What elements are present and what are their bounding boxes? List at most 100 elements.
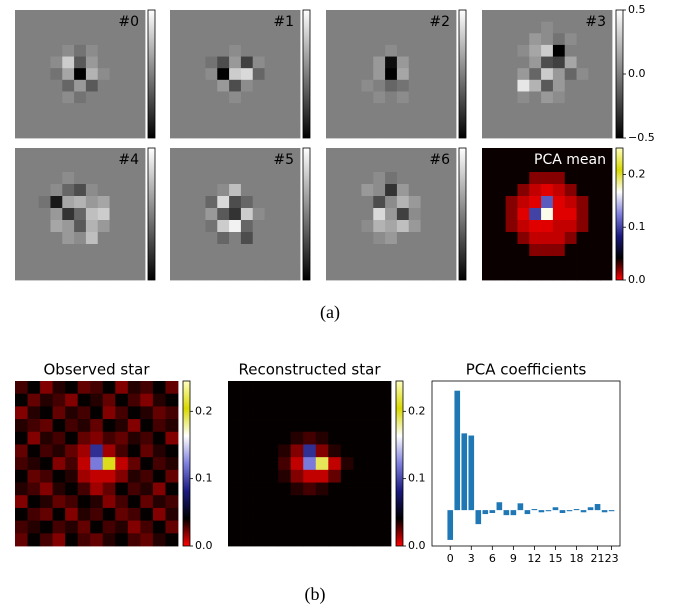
pixel xyxy=(353,406,366,419)
pixel xyxy=(326,33,338,45)
pixel xyxy=(338,57,350,69)
pixel xyxy=(40,495,53,508)
pixel xyxy=(588,33,600,45)
pixel xyxy=(98,172,110,184)
pixel xyxy=(397,45,409,57)
pixel xyxy=(588,220,600,232)
pixel xyxy=(27,184,39,196)
pixel xyxy=(115,381,128,394)
pixel xyxy=(397,148,409,160)
pixel xyxy=(205,68,217,80)
pixel xyxy=(328,483,341,496)
pixel xyxy=(65,432,78,445)
pixel xyxy=(40,381,53,394)
pixel xyxy=(194,160,206,172)
pixel xyxy=(588,115,600,127)
pixel xyxy=(350,68,362,80)
pixel xyxy=(27,33,39,45)
pixel xyxy=(165,381,178,394)
pixel xyxy=(577,115,589,127)
pixel xyxy=(385,172,397,184)
pixel xyxy=(361,91,373,103)
pixel xyxy=(228,521,241,534)
pixel xyxy=(341,406,354,419)
pixel xyxy=(241,256,253,268)
pixel xyxy=(338,103,350,115)
pixel xyxy=(316,521,329,534)
pixel xyxy=(373,208,385,220)
pixel xyxy=(182,160,194,172)
pixel xyxy=(133,196,145,208)
pixel xyxy=(373,256,385,268)
pixel xyxy=(140,508,153,521)
pixel xyxy=(194,10,206,22)
pixel xyxy=(28,483,41,496)
pixel xyxy=(241,115,253,127)
pixel xyxy=(241,184,253,196)
pixel xyxy=(482,68,494,80)
pixel xyxy=(529,232,541,244)
pixel xyxy=(217,126,229,138)
pixel xyxy=(253,470,266,483)
pixel xyxy=(110,80,122,92)
pixel xyxy=(133,115,145,127)
pixel xyxy=(350,268,362,280)
pixel xyxy=(128,406,141,419)
pixel xyxy=(39,184,51,196)
pixel xyxy=(494,22,506,34)
pixel xyxy=(553,80,565,92)
pixel xyxy=(397,208,409,220)
panel-label: #5 xyxy=(273,152,294,168)
pixel xyxy=(253,419,266,432)
pixel xyxy=(27,268,39,280)
pixel xyxy=(86,256,98,268)
pixel xyxy=(588,91,600,103)
pixel xyxy=(40,533,53,546)
pixel xyxy=(217,256,229,268)
pixel xyxy=(553,126,565,138)
pixel xyxy=(276,91,288,103)
pixel xyxy=(494,232,506,244)
pixel xyxy=(133,33,145,45)
pixel xyxy=(350,160,362,172)
pixel xyxy=(98,45,110,57)
pixel xyxy=(266,495,279,508)
pixel xyxy=(541,196,553,208)
pixel xyxy=(86,126,98,138)
pixel xyxy=(62,184,74,196)
pixel xyxy=(361,68,373,80)
pixel xyxy=(316,495,329,508)
pixel xyxy=(553,68,565,80)
pixel xyxy=(15,381,28,394)
pixel xyxy=(341,470,354,483)
colorbar-tick-label: 0.5 xyxy=(628,3,646,16)
pixel xyxy=(74,244,86,256)
pixel xyxy=(326,184,338,196)
pixel xyxy=(110,220,122,232)
pixel xyxy=(341,495,354,508)
pixel xyxy=(74,232,86,244)
pixel xyxy=(110,208,122,220)
pixel xyxy=(90,381,103,394)
pixel xyxy=(506,256,518,268)
pixel xyxy=(482,57,494,69)
pixel xyxy=(361,172,373,184)
pixel xyxy=(444,208,456,220)
pixel xyxy=(110,91,122,103)
pixel xyxy=(28,394,41,407)
pixel xyxy=(444,220,456,232)
pixel xyxy=(133,208,145,220)
pixel xyxy=(373,68,385,80)
pixel xyxy=(62,68,74,80)
pixel xyxy=(15,10,27,22)
pixel xyxy=(194,184,206,196)
pixel xyxy=(517,256,529,268)
pixel xyxy=(50,33,62,45)
pixel xyxy=(291,394,304,407)
pixel xyxy=(121,126,133,138)
pixel xyxy=(28,495,41,508)
pixel xyxy=(316,457,329,470)
pixel xyxy=(90,394,103,407)
pixel xyxy=(326,126,338,138)
pixel xyxy=(378,432,391,445)
